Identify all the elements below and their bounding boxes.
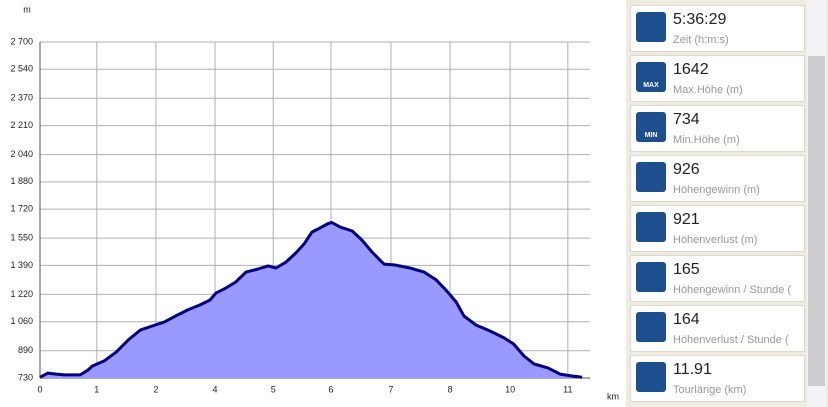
y-tick-label: 1 880 [10, 176, 33, 186]
stat-label: Höhenverlust / Stunde ( [673, 334, 789, 346]
x-tick-label: 1 [94, 384, 99, 394]
stat-label: Zeit (h:m:s) [673, 34, 729, 46]
stat-item: 5:36:29 Zeit (h:m:s) [630, 5, 805, 52]
stat-icon [636, 212, 666, 242]
x-tick-label: 10 [505, 384, 515, 394]
stat-value: 734 [673, 111, 700, 128]
stat-icon [636, 262, 666, 292]
stat-value: 11.91 [673, 361, 712, 378]
stat-value: 5:36:29 [673, 11, 727, 28]
y-tick-label: 1 720 [10, 204, 33, 214]
stat-item: MIN 734 Min.Höhe (m) [630, 105, 805, 152]
area-fill [40, 222, 583, 378]
stat-label: Tourlänge (km) [673, 384, 747, 396]
stat-label: Min.Höhe (m) [673, 134, 740, 146]
stat-icon [636, 312, 666, 342]
y-tick-label: 2 040 [10, 149, 33, 159]
stat-value: 164 [673, 311, 700, 328]
y-tick-label: 2 210 [10, 120, 33, 130]
y-tick-label: 1 550 [10, 233, 33, 243]
stat-item: 921 Höhenverlust (m) [630, 205, 805, 252]
stat-label: Höhengewinn / Stunde ( [673, 284, 792, 296]
x-unit: km [607, 391, 619, 401]
y-tick-label: 890 [18, 345, 33, 355]
x-tick-label: 11 [563, 384, 572, 394]
stat-item: 164 Höhenverlust / Stunde ( [630, 305, 805, 352]
y-unit: m [23, 4, 31, 14]
stat-value: 926 [673, 161, 700, 178]
y-tick-label: 730 [18, 372, 33, 382]
scrollbar-thumb[interactable] [808, 56, 825, 386]
stat-icon [636, 162, 666, 192]
stat-icon [636, 12, 666, 42]
x-tick-label: 6 [328, 384, 333, 394]
x-tick-label: 2 [153, 384, 158, 394]
x-tick-label: 8 [448, 384, 453, 394]
y-tick-label: 1 220 [10, 289, 33, 299]
x-tick-label: 0 [37, 384, 42, 394]
y-tick-label: 2 700 [10, 36, 33, 46]
x-tick-label: 7 [388, 384, 393, 394]
stat-value: 921 [673, 211, 700, 228]
stat-item: 165 Höhengewinn / Stunde ( [630, 255, 805, 302]
stat-icon [636, 362, 666, 392]
stat-item: 11.91 Tourlänge (km) [630, 355, 805, 402]
stat-item: MAX 1642 Max.Höhe (m) [630, 55, 805, 102]
y-tick-label: 1 390 [10, 260, 33, 270]
stat-icon: MAX [636, 62, 666, 92]
x-tick-label: 5 [271, 384, 276, 394]
y-tick-label: 2 370 [10, 93, 33, 103]
stat-label: Höhenverlust (m) [673, 234, 758, 246]
stat-value: 1642 [673, 61, 709, 78]
elevation-line [39, 221, 583, 379]
y-tick-label: 1 060 [10, 316, 33, 326]
stat-value: 165 [673, 261, 700, 278]
stat-label: Höhengewinn (m) [673, 184, 760, 196]
y-tick-label: 2 540 [10, 64, 33, 74]
stat-icon: MIN [636, 112, 666, 142]
x-tick-label: 4 [213, 384, 218, 394]
stat-label: Max.Höhe (m) [673, 84, 743, 96]
stat-item: 926 Höhengewinn (m) [630, 155, 805, 202]
